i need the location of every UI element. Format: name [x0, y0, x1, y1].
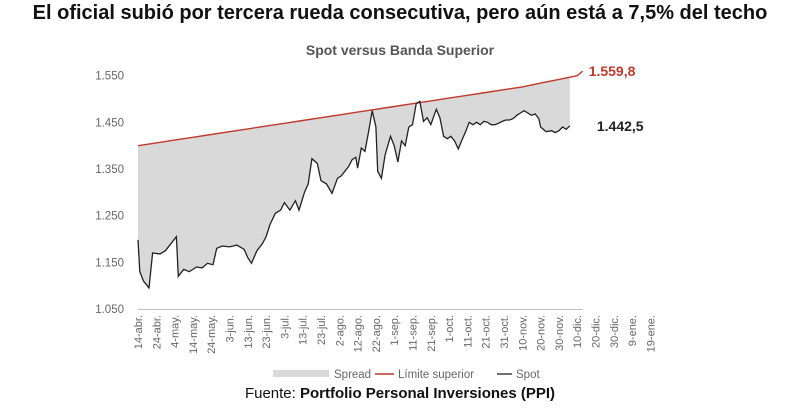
- series-line-limite-superior: [137, 70, 584, 147]
- y-tick-label: 1.450: [95, 117, 124, 129]
- x-tick-label: 14-may.: [188, 315, 200, 354]
- source-prefix: Fuente:: [244, 385, 300, 402]
- legend-label-spot: Spot: [516, 369, 540, 381]
- end-label-spot: 1.442,5: [597, 118, 644, 134]
- x-tick-label: 10-dic.: [572, 315, 584, 348]
- x-tick-label: 3-jun.: [225, 315, 237, 343]
- x-tick-label: 23-jul.: [316, 315, 328, 345]
- y-tick-label: 1.150: [95, 257, 124, 269]
- x-tick-label: 4-may.: [170, 315, 182, 348]
- x-tick-label: 30-nov.: [554, 315, 566, 351]
- x-tick-label: 11-sep.: [408, 315, 420, 351]
- x-tick-label: 23-jun.: [261, 315, 273, 349]
- x-tick-label: 12-ago.: [353, 315, 365, 352]
- x-tick-label: 24-abr.: [151, 315, 163, 349]
- x-tick-label: 11-oct.: [462, 315, 474, 348]
- y-tick-label: 1.550: [95, 71, 124, 83]
- x-tick-label: 21-oct.: [481, 315, 493, 349]
- x-tick-label: 24-may.: [206, 315, 218, 354]
- x-tick-label: 2-ago.: [334, 315, 346, 346]
- spread-area: [138, 77, 570, 288]
- x-tick-label: 13-jun.: [243, 315, 255, 349]
- x-tick-label: 14-abr.: [133, 315, 145, 349]
- chart-title: Spot versus Banda Superior: [305, 42, 495, 58]
- x-tick-label: 22-ago.: [371, 315, 383, 352]
- y-tick-label: 1.050: [95, 304, 124, 316]
- x-tick-label: 30-dic.: [609, 315, 621, 348]
- y-tick-label: 1.350: [95, 164, 124, 176]
- legend-label-spread: Spread: [334, 369, 371, 381]
- y-tick-label: 1.250: [95, 211, 124, 223]
- source-name: Portfolio Personal Inversiones (PPI): [299, 385, 556, 402]
- x-tick-label: 31-oct.: [499, 315, 511, 349]
- legend-swatch-spread: [273, 370, 329, 377]
- x-tick-label: 20-nov.: [536, 315, 548, 351]
- x-tick-label: 19-ene.: [645, 315, 657, 352]
- x-tick-label: 1-sep.: [389, 315, 401, 346]
- x-tick-label: 20-dic.: [591, 315, 603, 348]
- end-label-band: 1.559,8: [589, 63, 636, 79]
- x-tick-label: 1-oct.: [444, 315, 456, 343]
- legend-label-limite: Límite superior: [398, 369, 474, 381]
- series-line-spot: [137, 100, 571, 290]
- source-note: Fuente: Portfolio Personal Inversiones (…: [0, 385, 800, 402]
- x-tick-label: 3-jul.: [279, 315, 291, 339]
- x-tick-label: 21-sep.: [426, 315, 438, 352]
- x-tick-label: 10-nov.: [517, 315, 529, 351]
- x-tick-label: 9-ene.: [627, 315, 639, 346]
- page-title: El oficial subió por tercera rueda conse…: [32, 2, 768, 24]
- x-tick-label: 13-jul.: [298, 315, 310, 345]
